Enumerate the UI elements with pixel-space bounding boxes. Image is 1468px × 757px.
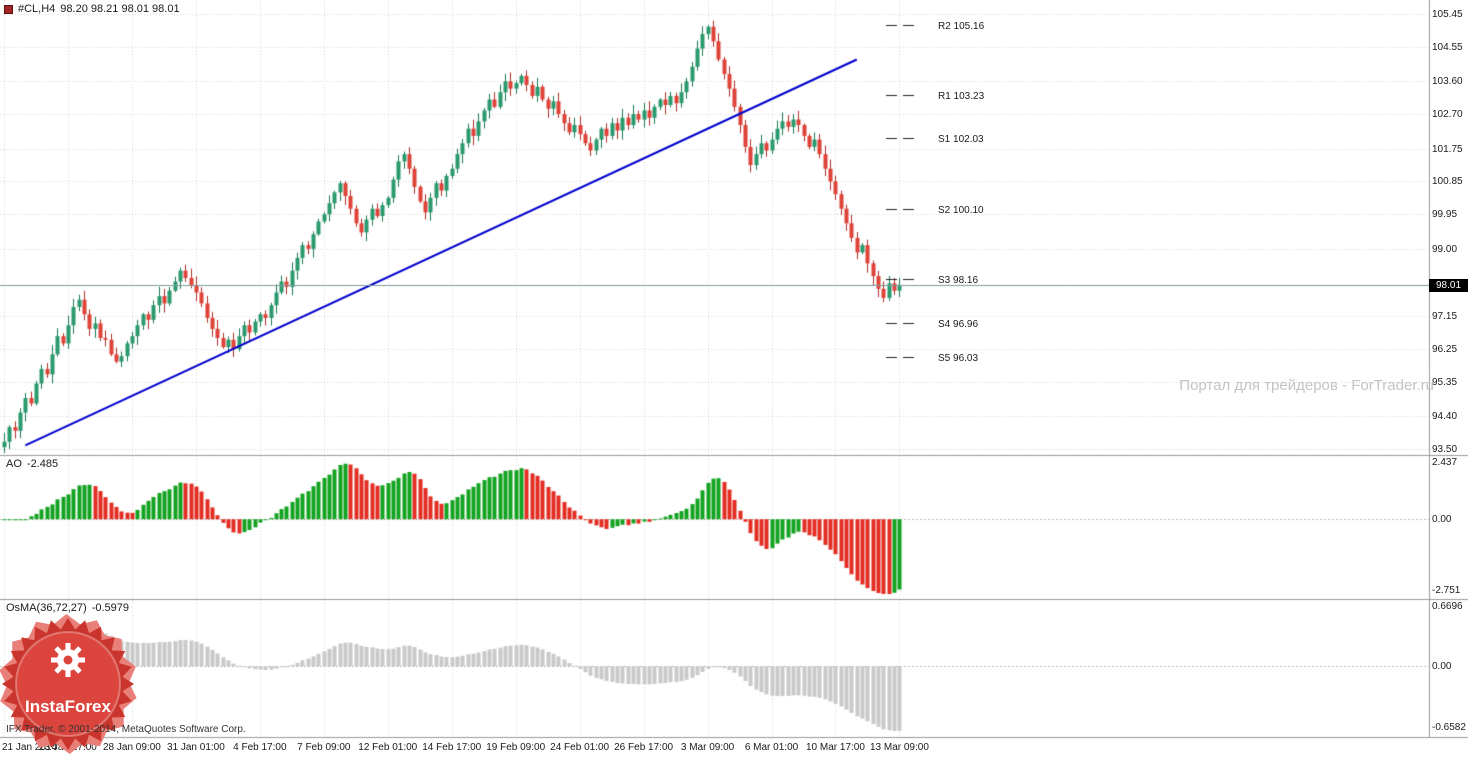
symbol-label: #CL,H4 <box>18 3 56 15</box>
price-axis-label: 105.45 <box>1432 9 1463 20</box>
instaforex-logo: InstaForex <box>0 611 140 757</box>
watermark: Портал для трейдеров - ForTrader.ru <box>1179 377 1434 394</box>
time-axis-label: 26 Feb 17:00 <box>614 742 674 753</box>
time-axis-label: 14 Feb 17:00 <box>422 742 482 753</box>
time-axis-label: 31 Jan 01:00 <box>166 742 225 753</box>
price-axis-label: 103.60 <box>1432 76 1463 88</box>
instaforex-logo-badge: InstaForex <box>0 614 137 754</box>
time-axis-label: 28 Jan 09:00 <box>102 742 161 753</box>
time-axis-label: 3 Mar 09:00 <box>680 742 735 753</box>
time-axis-label: 12 Feb 01:00 <box>358 742 418 753</box>
ao-axis-zero: 0.00 <box>1432 514 1452 526</box>
current-price-badge: 98.01 <box>1429 278 1468 292</box>
time-axis-label: 10 Mar 17:00 <box>806 742 865 753</box>
ao-indicator-label: AO -2.485 <box>6 458 58 470</box>
osma-value: -0.5979 <box>91 602 130 614</box>
time-axis-label: 24 Feb 01:00 <box>550 742 610 753</box>
chart-header: #CL,H4 98.20 98.21 98.01 98.01 <box>4 3 180 15</box>
price-axis-label: 96.25 <box>1432 343 1458 355</box>
ao-title: AO <box>6 458 22 470</box>
ohlc-values: 98.20 98.21 98.01 98.01 <box>60 3 180 15</box>
osma-axis-bottom: -0.6582 <box>1432 722 1466 733</box>
price-axis-label: 99.95 <box>1432 209 1458 221</box>
price-axis-label: 94.40 <box>1432 411 1458 423</box>
time-axis-label: 7 Feb 09:00 <box>297 742 351 753</box>
price-axis-label: 102.70 <box>1432 109 1463 121</box>
price-axis-label: 93.50 <box>1432 444 1458 455</box>
osma-axis-zero: 0.00 <box>1432 661 1452 673</box>
osma-axis-top: 0.6696 <box>1432 601 1463 612</box>
logo-circle <box>15 631 121 737</box>
ao-axis-top: 2.437 <box>1432 457 1458 468</box>
price-axis-label: 99.00 <box>1432 243 1458 255</box>
osma-title: OsMA(36,72,27) <box>6 602 87 614</box>
time-axis-label: 6 Mar 01:00 <box>744 742 799 753</box>
symbol-icon <box>4 4 13 14</box>
price-axis-label: 95.35 <box>1432 376 1458 388</box>
instaforex-logo-text: InstaForex <box>25 697 112 716</box>
ao-axis-bottom: -2.751 <box>1432 585 1461 596</box>
time-axis-label: 19 Feb 09:00 <box>486 742 546 753</box>
time-axis-label: 4 Feb 17:00 <box>233 742 287 753</box>
price-axis-label: 104.55 <box>1432 41 1463 53</box>
price-axis-label: 100.85 <box>1432 176 1463 188</box>
price-axis[interactable]: 98.01 105.45 104.55 103.60 102.70 101.75 100.… <box>1429 0 1468 737</box>
time-axis-label: 21 Jan 2014 <box>2 742 58 753</box>
ao-value: -2.485 <box>26 458 59 470</box>
price-axis-label: 101.75 <box>1432 143 1463 155</box>
copyright: IFX Trader, © 2001-2014, MetaQuotes Soft… <box>6 724 246 735</box>
price-axis-label: 97.15 <box>1432 311 1458 323</box>
osma-indicator-label: OsMA(36,72,27) -0.5979 <box>6 602 129 614</box>
gear-icon <box>51 643 85 677</box>
time-axis-label: 13 Mar 09:00 <box>869 742 929 753</box>
